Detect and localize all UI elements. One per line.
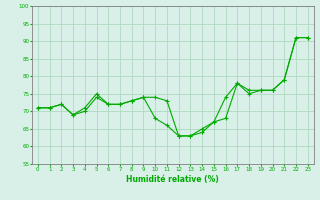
X-axis label: Humidité relative (%): Humidité relative (%) [126, 175, 219, 184]
